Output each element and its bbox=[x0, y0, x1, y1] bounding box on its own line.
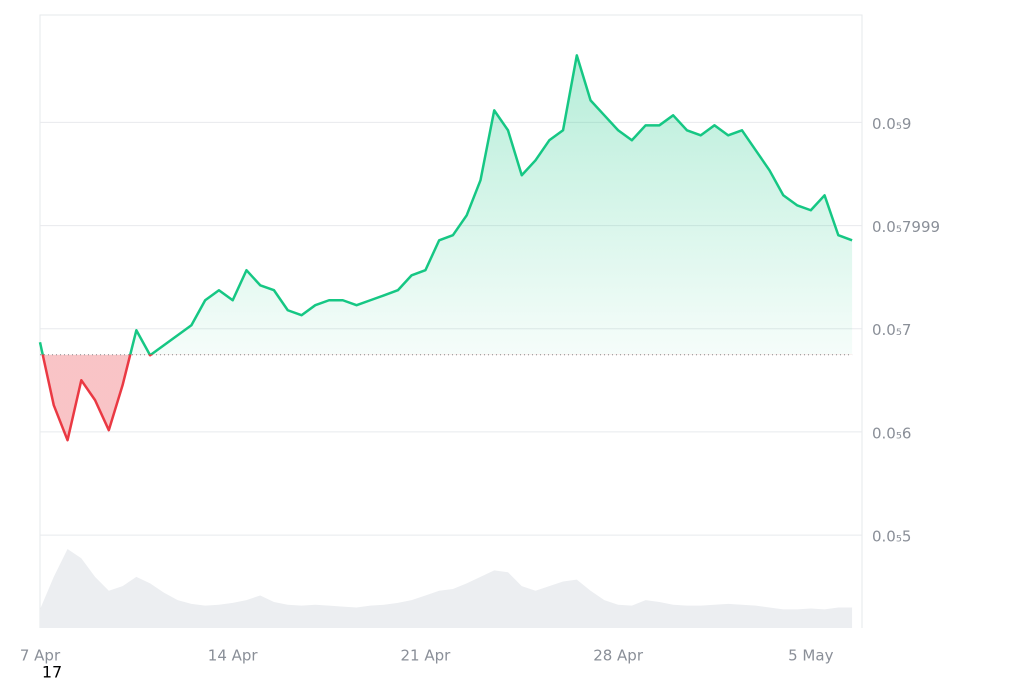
y-tick-label: 0.0₅5 bbox=[872, 528, 911, 546]
x-tick-label: 14 Apr bbox=[208, 647, 259, 665]
x-tick-label: 5 May bbox=[788, 647, 833, 665]
x-tick-label: 21 Apr bbox=[400, 647, 451, 665]
y-tick-label: 0.0₅9 bbox=[872, 115, 911, 133]
y-tick-label: 0.0₅6 bbox=[872, 424, 911, 442]
plot-frame bbox=[39, 14, 863, 628]
x-tick-label: 7 Apr bbox=[20, 647, 61, 665]
x-tick-label: 28 Apr bbox=[593, 647, 644, 665]
annotation: 17 bbox=[42, 663, 62, 682]
y-tick-label: 0.0₅7 bbox=[872, 321, 911, 339]
y-tick-label: 0.0₅7999 bbox=[872, 218, 940, 236]
price-line bbox=[38, 54, 853, 442]
volume-area bbox=[40, 548, 853, 628]
price-area bbox=[40, 55, 853, 441]
